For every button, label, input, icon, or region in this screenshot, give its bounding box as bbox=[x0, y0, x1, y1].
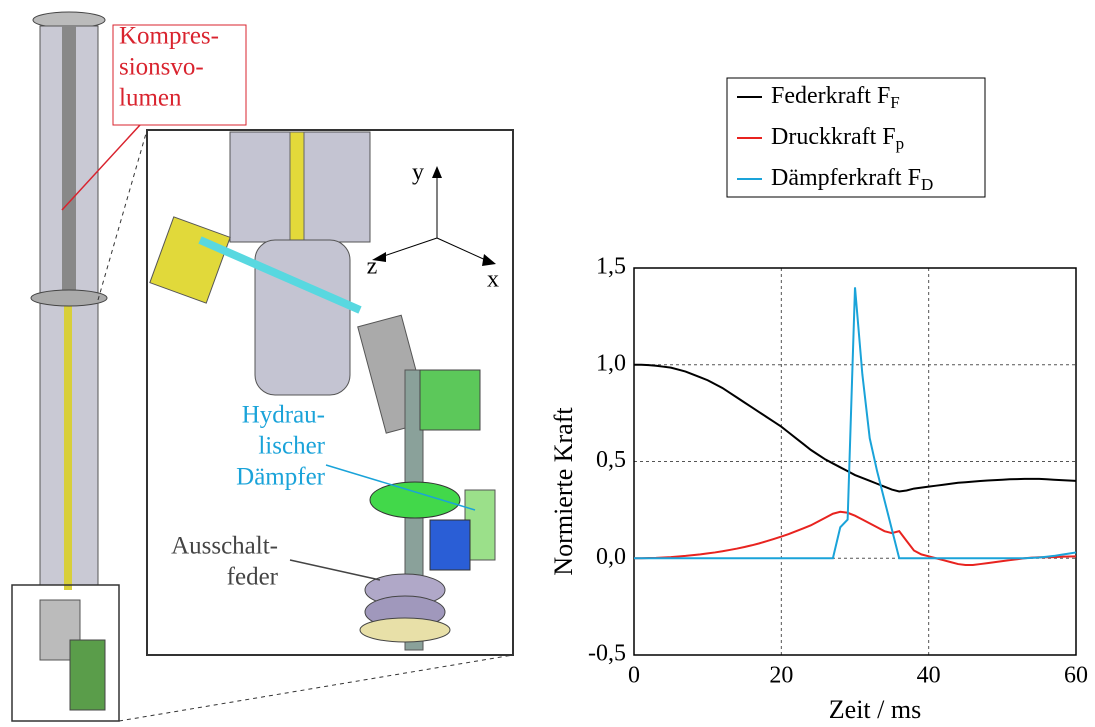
y-tick-label: 0,0 bbox=[596, 544, 626, 570]
axis-letter: z bbox=[367, 254, 378, 280]
x-tick-label: 0 bbox=[628, 663, 640, 689]
legend-subscript: F bbox=[890, 93, 899, 112]
annotation: lumen bbox=[119, 85, 182, 112]
legend-subscript: D bbox=[921, 175, 933, 194]
x-axis-label: Zeit / ms bbox=[829, 695, 921, 724]
y-tick-label: 1,5 bbox=[596, 254, 626, 280]
annotation: Dämpfer bbox=[236, 464, 326, 491]
annotation: lischer bbox=[258, 433, 325, 460]
legend-label: Federkraft FF bbox=[771, 83, 900, 112]
y-tick-label: 0,5 bbox=[596, 447, 626, 473]
y-tick-label: 1,0 bbox=[596, 350, 626, 376]
series-line bbox=[634, 365, 1076, 492]
zoom-line bbox=[119, 655, 513, 721]
legend-name: Druckkraft F bbox=[771, 124, 896, 150]
annotation: feder bbox=[227, 564, 279, 591]
legend-label: Druckkraft Fp bbox=[771, 124, 904, 153]
y-axis-label: Normierte Kraft bbox=[549, 407, 578, 576]
legend-name: Dämpferkraft F bbox=[771, 165, 921, 191]
x-tick-label: 60 bbox=[1064, 663, 1088, 689]
annotation: sionsvo- bbox=[119, 54, 204, 81]
legend-name: Federkraft F bbox=[771, 83, 890, 109]
zoom-line bbox=[98, 130, 147, 300]
annotation: Ausschalt- bbox=[171, 533, 278, 560]
annotation: Hydrau- bbox=[242, 402, 325, 429]
figure: Kompres-sionsvo-lumen Hydrau-lischer Dämpf… bbox=[0, 0, 1095, 727]
legend-subscript: p bbox=[896, 134, 905, 153]
annotation: Kompres- bbox=[119, 23, 219, 50]
x-tick-label: 40 bbox=[917, 663, 941, 689]
axis-letter: x bbox=[487, 267, 499, 293]
series-line bbox=[634, 287, 1076, 558]
axis-letter: y bbox=[412, 160, 424, 186]
x-tick-label: 20 bbox=[769, 663, 793, 689]
y-tick-label: -0,5 bbox=[588, 641, 626, 667]
column-drawing bbox=[12, 12, 119, 721]
series-line bbox=[634, 512, 1076, 565]
legend-label: Dämpferkraft FD bbox=[771, 165, 933, 194]
